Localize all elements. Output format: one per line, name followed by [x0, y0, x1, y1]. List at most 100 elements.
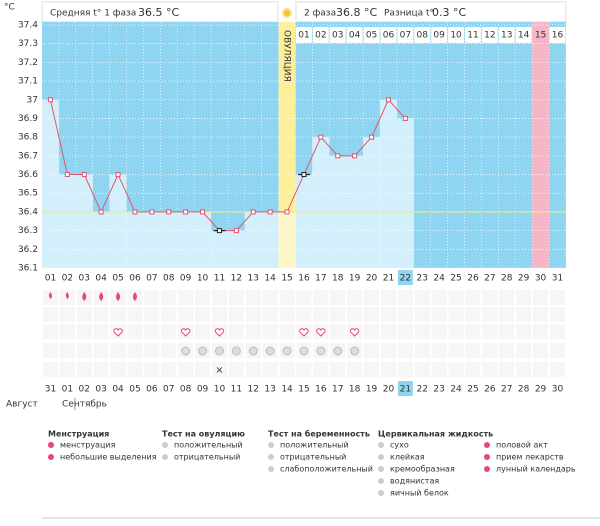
icon-cell: [195, 307, 210, 322]
date-label: 18: [349, 385, 361, 395]
cycle-day-label: 14: [518, 31, 530, 41]
icon-cell: [431, 324, 447, 339]
icon-cell: [499, 343, 515, 358]
bar: [244, 211, 262, 268]
x-tick-label: 03: [79, 274, 90, 284]
icon-cell: [178, 290, 194, 305]
icon-cell: [43, 307, 58, 322]
bar: [143, 211, 161, 268]
icon-cell: [178, 362, 194, 377]
cycle-day-cell: [329, 27, 346, 43]
icon-cell: [262, 362, 278, 377]
legend-item: сухо: [390, 441, 409, 450]
icon-cell: [364, 290, 379, 305]
moon-icon: [282, 346, 292, 356]
point: [335, 153, 341, 159]
icon-cell: [465, 362, 481, 377]
date-label: 07: [163, 385, 174, 395]
bar: [42, 99, 59, 269]
date-label: 08: [180, 385, 192, 395]
icon-cell: [533, 324, 548, 339]
diff-value: 0.3 °C: [432, 6, 466, 19]
bar: [75, 174, 93, 268]
date-label: 28: [518, 385, 530, 395]
phase2-value: 36.8 °C: [336, 6, 377, 19]
icon-cell: [59, 307, 75, 322]
y-tick-label: 37: [27, 95, 38, 105]
date-label: 31: [45, 385, 56, 395]
cycle-day-cell: [380, 27, 397, 43]
unit: °C: [4, 3, 15, 13]
icon-cell: [195, 290, 210, 305]
moon-icon: [265, 346, 275, 356]
icon-cell: [195, 362, 210, 377]
icon-cell: [178, 307, 194, 322]
icon-cell: [279, 362, 295, 377]
drop-icon: [99, 292, 104, 301]
icon-cell: [228, 324, 244, 339]
cycle-day-cell: [431, 27, 448, 43]
x-tick-label: 23: [417, 274, 428, 284]
point: [402, 115, 408, 121]
heart-icon: [214, 328, 225, 337]
cycle-day-cell: [498, 27, 515, 43]
icon-cell: [550, 343, 565, 358]
point: [301, 172, 307, 178]
heart-icon: [113, 328, 123, 337]
icon-cell: [93, 324, 109, 339]
icon-cell: [59, 362, 75, 377]
cycle-day-cell: [532, 27, 549, 43]
legend-item: слабоположительный: [280, 465, 373, 474]
icon-cell: [482, 324, 498, 339]
bar: [58, 174, 76, 268]
legend-title: Тест на беременность: [268, 429, 370, 439]
drop-icon: [82, 292, 87, 301]
legend-icon: [162, 442, 168, 448]
icon-cell: [195, 324, 210, 339]
bar: [261, 211, 279, 268]
heart-icon: [316, 328, 326, 337]
icon-cell: [212, 307, 227, 322]
cycle-day-label: 02: [315, 31, 326, 41]
icon-cell: [330, 307, 346, 322]
cycle-day-label: 03: [332, 31, 343, 41]
x-tick-label: 30: [535, 274, 547, 284]
icon-cell: [262, 324, 278, 339]
icon-cell: [364, 362, 379, 377]
cycle-day-label: 10: [450, 31, 462, 41]
cycle-day-cell: [397, 27, 414, 43]
icon-cell: [262, 307, 278, 322]
icon-cell: [397, 362, 413, 377]
icon-cell: [330, 324, 346, 339]
legend-item: менструация: [60, 441, 116, 450]
date-label: 04: [112, 385, 124, 395]
icon-cell: [161, 324, 177, 339]
cycle-day-cell: [465, 27, 481, 43]
icon-cell: [330, 362, 346, 377]
icon-cell: [482, 290, 498, 305]
drop-icon: [65, 292, 69, 299]
icon-cell: [516, 290, 532, 305]
y-tick-label: 36.1: [18, 264, 38, 274]
icon-cell: [364, 324, 379, 339]
icon-cell: [381, 290, 396, 305]
icon-cell: [93, 362, 109, 377]
cycle-day-label: 05: [366, 31, 377, 41]
legend-item: небольшие выделения: [60, 453, 157, 462]
icon-cell: [330, 290, 346, 305]
icon-cell: [347, 307, 363, 322]
x-tick-label: 25: [450, 274, 461, 284]
icon-cell: [43, 362, 58, 377]
bar: [227, 230, 245, 268]
date-label: 13: [264, 385, 275, 395]
icon-cell: [516, 307, 532, 322]
cycle-day-cell: [414, 27, 431, 43]
icon-cell: [313, 290, 329, 305]
icon-cell: [296, 307, 312, 322]
x-tick-label: 27: [484, 274, 495, 284]
icon-cell: [144, 307, 160, 322]
icon-cell: [431, 362, 447, 377]
heart-icon: [349, 328, 360, 337]
icon-cell: [499, 307, 515, 322]
icon-cell: [364, 307, 379, 322]
